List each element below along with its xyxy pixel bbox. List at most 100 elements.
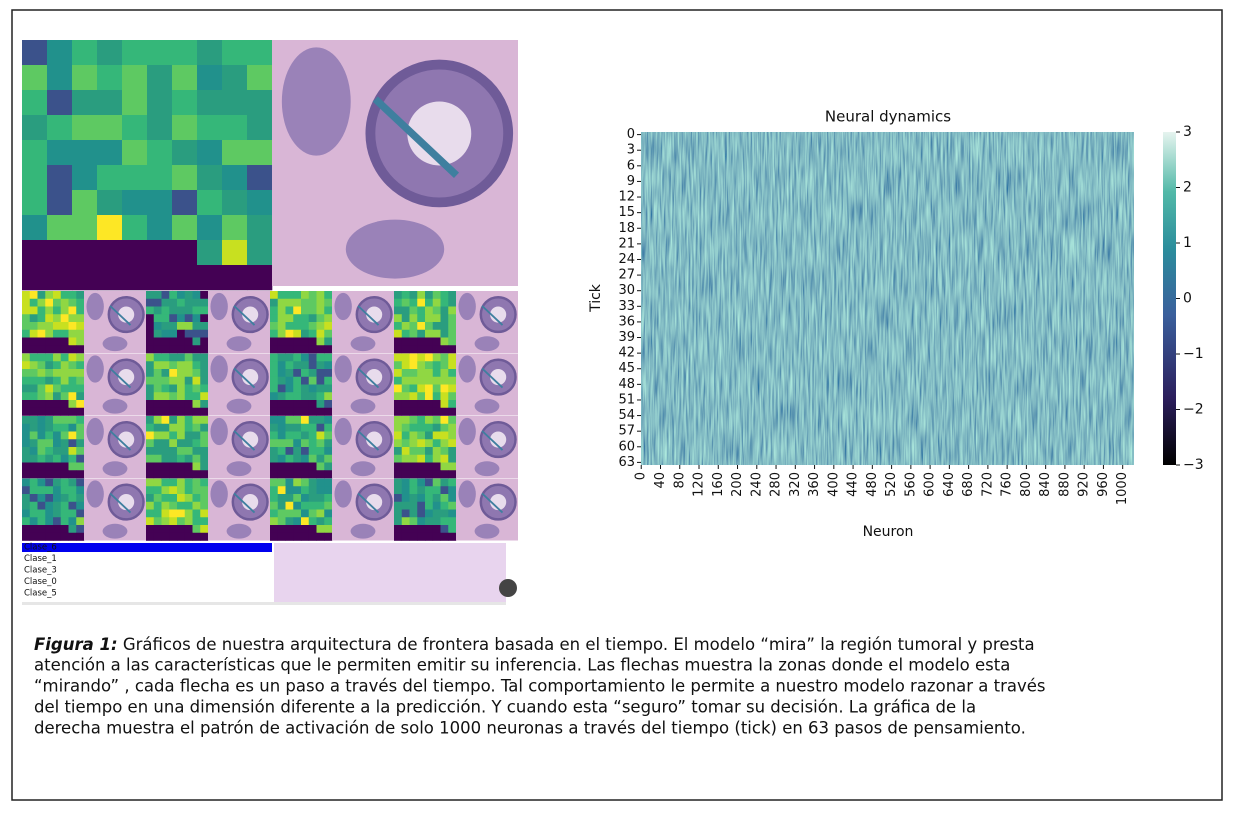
attention-cell <box>270 462 279 471</box>
attention-cell <box>146 501 155 510</box>
class-label: Clase_0 <box>24 577 57 587</box>
lobe <box>350 398 376 414</box>
attention-cell <box>97 65 123 91</box>
icon[interactable] <box>499 579 517 597</box>
attention-cell <box>60 337 69 346</box>
attention-cell <box>29 532 38 541</box>
attention-cell <box>68 376 77 385</box>
y-tick-label: 60 <box>618 439 635 454</box>
attention-cell <box>270 486 279 495</box>
attention-cell <box>68 423 77 432</box>
attention-cell <box>316 329 325 338</box>
attention-cell <box>53 384 62 393</box>
attention-cell <box>122 265 148 291</box>
pink-box <box>274 543 506 602</box>
attention-cell <box>247 240 273 266</box>
attention-cell <box>401 306 410 315</box>
attention-cell <box>45 509 54 518</box>
attention-cell <box>440 478 449 487</box>
attention-cell <box>448 314 457 323</box>
attention-cell <box>22 353 31 362</box>
attention-cell <box>68 478 77 487</box>
attention-cell <box>72 140 98 166</box>
attention-cell <box>197 190 223 216</box>
attention-cell <box>316 431 325 440</box>
attention-cell <box>308 454 317 463</box>
attention-cell <box>277 462 286 471</box>
attention-cell <box>409 306 418 315</box>
x-tick-label: 80 <box>672 472 687 489</box>
attention-cell <box>68 369 77 378</box>
attention-cell <box>432 416 441 425</box>
lobe <box>86 355 104 383</box>
attention-cell <box>22 291 31 300</box>
attention-cell <box>76 322 85 331</box>
attention-cell <box>47 40 73 66</box>
attention-cell <box>177 454 186 463</box>
attention-cell <box>417 298 426 307</box>
attention-cell <box>324 369 333 378</box>
attention-cell <box>200 517 209 526</box>
attention-cell <box>301 306 310 315</box>
attention-cell <box>301 416 310 425</box>
attention-cell <box>22 517 31 526</box>
attention-cell <box>301 353 310 362</box>
attention-cell <box>324 376 333 385</box>
attention-cell <box>45 478 54 487</box>
attention-cell <box>192 353 201 362</box>
attention-cell <box>448 509 457 518</box>
attention-cell <box>68 462 77 471</box>
attention-cell <box>161 407 170 416</box>
attention-cell <box>60 369 69 378</box>
attention-cell <box>417 470 426 479</box>
caption: Figura 1: Gráficos de nuestra arquitectu… <box>34 635 1046 738</box>
attention-cell <box>22 298 31 307</box>
attention-cell <box>324 517 333 526</box>
lumen <box>490 431 507 448</box>
attention-cell <box>37 416 46 425</box>
attention-cell <box>37 392 46 401</box>
attention-cell <box>184 407 193 416</box>
attention-cell <box>247 190 273 216</box>
attention-cell <box>68 298 77 307</box>
attention-cell <box>37 494 46 503</box>
attention-cell <box>37 470 46 479</box>
attention-cell <box>29 306 38 315</box>
lumen <box>366 494 383 511</box>
attention-cell <box>169 376 178 385</box>
attention-cell <box>60 423 69 432</box>
x-tick-label: 120 <box>692 472 707 497</box>
attention-cell <box>247 140 273 166</box>
attention-cell <box>440 454 449 463</box>
attention-cell <box>60 494 69 503</box>
attention-cell <box>324 447 333 456</box>
attention-cell <box>60 501 69 510</box>
attention-cell <box>184 532 193 541</box>
attention-cell <box>197 240 223 266</box>
lobe <box>86 292 104 321</box>
attention-cell <box>293 361 302 370</box>
attention-cell <box>37 501 46 510</box>
attention-cell <box>440 509 449 518</box>
attention-cell <box>37 337 46 346</box>
arrow <box>109 430 132 451</box>
attention-cell <box>47 115 73 141</box>
attention-cell <box>184 470 193 479</box>
attention-cell <box>324 454 333 463</box>
attention-cell <box>440 361 449 370</box>
attention-cell <box>409 486 418 495</box>
attention-cell <box>425 322 434 331</box>
attention-cell <box>293 337 302 346</box>
lumen <box>242 306 259 323</box>
attention-cell <box>448 337 457 346</box>
attention-cell <box>22 306 31 315</box>
lumen <box>490 306 507 323</box>
attention-cell <box>76 423 85 432</box>
attention-cell <box>222 115 248 141</box>
attention-cell <box>440 353 449 362</box>
attention-cell <box>60 291 69 300</box>
attention-cell <box>60 447 69 456</box>
attention-cell <box>22 215 48 241</box>
attention-cell <box>22 392 31 401</box>
attention-cell <box>192 306 201 315</box>
